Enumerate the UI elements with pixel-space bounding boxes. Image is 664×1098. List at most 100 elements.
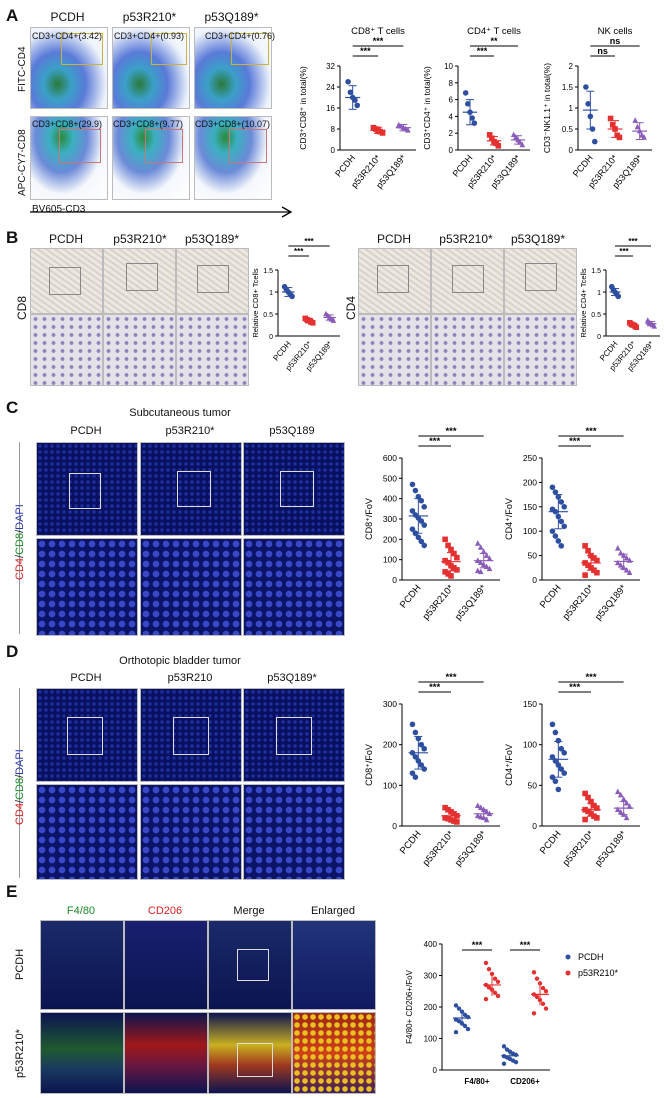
data-point	[607, 115, 614, 122]
y-tick-label: 16	[326, 104, 335, 113]
data-point	[465, 1026, 471, 1032]
y-tick-label: 50	[528, 551, 538, 561]
data-point	[582, 543, 588, 549]
y-tick-label: 0	[532, 575, 537, 585]
d-col-q189: p53Q189*	[267, 672, 317, 684]
y-tick-label: 1.5	[562, 83, 574, 92]
data-point	[585, 794, 591, 801]
sig-label: ***	[445, 672, 456, 683]
data-point	[418, 497, 425, 504]
b-col-q189: p53Q189*	[184, 232, 240, 246]
data-point	[609, 122, 616, 128]
data-point	[415, 534, 422, 541]
d-if-q189-zoom	[243, 784, 345, 880]
data-point	[591, 138, 598, 145]
a-flow-plot-q189-cd8	[194, 116, 272, 200]
data-point	[489, 135, 495, 142]
panel-label-d: D	[6, 642, 19, 661]
chart-a-nk: 0 0.5 1 1.5 2 CD3⁻NK1.1⁺ in total(%) NK cells P…	[542, 26, 652, 190]
data-point	[623, 566, 630, 573]
data-point	[421, 766, 428, 772]
data-point	[474, 802, 481, 808]
y-tick-label: 32	[326, 62, 335, 71]
data-point	[421, 542, 428, 549]
a-flow-plot-r210-cd8	[112, 116, 190, 200]
chart-a-cd4: 0 2 4 6 8 10 CD3⁺CD4⁺ in total(%) CD4⁺ T cells P…	[422, 26, 530, 190]
data-point	[409, 481, 416, 488]
x-tick-label: p53Q189*	[453, 829, 489, 869]
y-tick-label: 6	[449, 96, 454, 105]
y-tick-label: 200	[383, 534, 397, 544]
data-point	[614, 544, 621, 551]
sig-label: ***	[360, 46, 371, 56]
data-point	[442, 536, 448, 543]
y-tick-label: 0	[449, 146, 454, 155]
b-ihc-cd4-q189-zoom	[504, 314, 577, 386]
sig-label: ***	[619, 247, 629, 256]
sig-label: ***	[477, 46, 488, 56]
d-if-r210	[140, 688, 242, 782]
data-point	[549, 774, 556, 780]
chart-title: CD8⁺ T cells	[351, 26, 405, 37]
x-tick-label: PCDH	[398, 583, 424, 611]
d-if-pcdh-zoom	[36, 784, 138, 880]
data-point	[454, 567, 460, 573]
data-point	[617, 562, 624, 568]
data-point	[594, 557, 600, 564]
data-point	[409, 526, 416, 532]
data-point	[489, 971, 495, 977]
data-point	[486, 132, 493, 138]
e-row-r210: p53R210*	[14, 1029, 26, 1078]
y-tick-label: 0	[392, 575, 397, 585]
data-point	[448, 573, 454, 579]
data-point	[483, 960, 489, 966]
data-point	[445, 571, 451, 577]
sig-label: ***	[294, 247, 304, 256]
x-tick-label: PCDH	[538, 829, 564, 857]
chart-c-cd4: 0 50 100 150 200 250 CD4⁺/FoV PCDHp53R210*p53Q1…	[504, 426, 640, 623]
data-point	[641, 134, 647, 140]
b-ihc-cd4-q189	[504, 248, 577, 314]
a-flow-plot-q189-cd4	[194, 27, 272, 109]
data-point	[617, 791, 624, 798]
c-if-r210-zoom	[140, 538, 242, 636]
y-tick-label: 2	[569, 62, 574, 71]
data-point	[519, 141, 526, 148]
data-point	[442, 815, 448, 821]
data-point	[623, 799, 630, 806]
y-tick-label: 0	[433, 1066, 438, 1075]
x-tick-label: PCDH	[333, 153, 357, 179]
data-point	[445, 542, 451, 549]
data-point	[558, 766, 565, 772]
data-point	[534, 976, 540, 981]
data-point	[555, 786, 562, 793]
x-tick-label: p53Q189*	[593, 583, 629, 623]
x-tick-label: PCDH	[450, 153, 474, 179]
y-tick-label: 0	[569, 146, 574, 155]
c-col-pcdh: PCDH	[70, 425, 102, 437]
a-col-pcdh: PCDH	[50, 10, 85, 24]
data-point	[585, 547, 591, 554]
chart-a-cd8: 0 8 16 24 32 CD3⁺CD8⁺ in total(%) CD8⁺ T cells…	[298, 26, 416, 190]
data-point	[354, 102, 361, 109]
y-tick-label: 8	[449, 79, 454, 88]
b-ihc-cd8-r210	[103, 248, 176, 314]
c-if-pcdh	[36, 442, 138, 536]
y-tick-label: 0.5	[591, 312, 601, 319]
b-ihc-cd8-pcdh	[30, 248, 103, 314]
y-tick-label: 300	[383, 514, 397, 524]
b-col-r210-2: p53R210*	[439, 232, 493, 246]
y-axis-label: Relative CD8+ Tcells	[251, 268, 260, 338]
a-ylabel-cd8: APC-CY7-CD8	[17, 129, 28, 196]
x-tick-label: p53R210*	[421, 583, 457, 623]
data-point	[623, 814, 630, 821]
data-point	[352, 97, 358, 103]
x-tick-label: p53R210*	[561, 583, 597, 623]
data-point	[492, 976, 498, 981]
sig-label: ns	[610, 36, 621, 46]
sig-label: ***	[429, 682, 440, 693]
data-point	[465, 101, 471, 107]
y-tick-label: 300	[424, 972, 438, 981]
chart-title: NK cells	[598, 26, 633, 37]
data-point	[477, 544, 484, 550]
